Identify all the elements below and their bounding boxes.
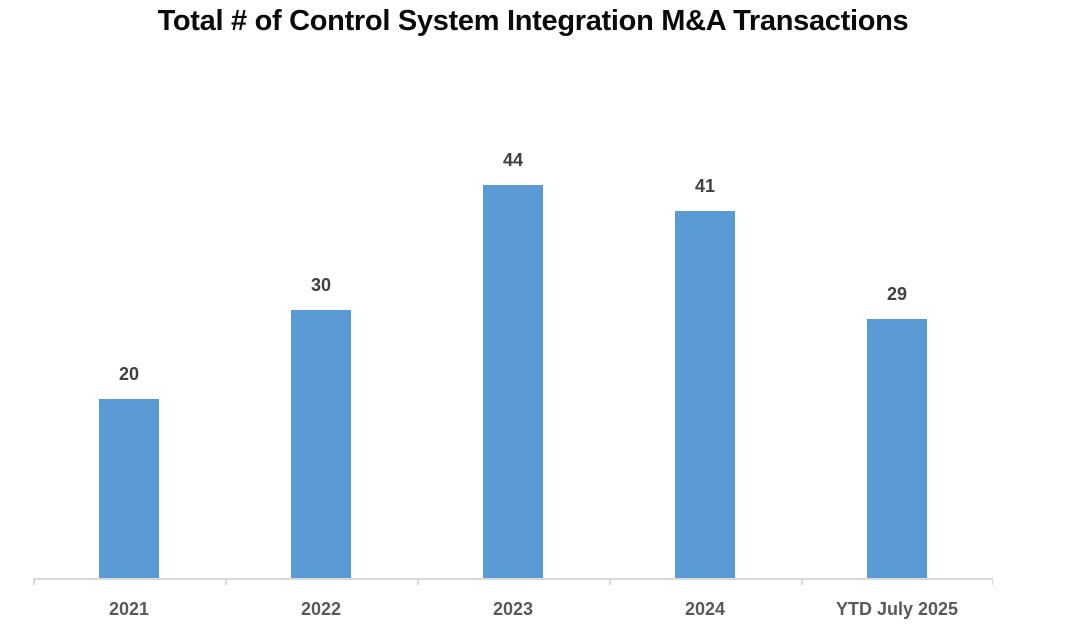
data-label: 29 bbox=[886, 283, 908, 304]
x-axis-category-label: 2024 bbox=[684, 599, 726, 619]
bar-2022 bbox=[291, 309, 351, 578]
data-label: 41 bbox=[694, 176, 716, 197]
x-axis-tick bbox=[801, 578, 803, 585]
x-axis-tick bbox=[225, 578, 227, 585]
x-axis-category-label: YTD July 2025 bbox=[835, 599, 959, 619]
x-axis-tick bbox=[33, 578, 35, 585]
data-label: 20 bbox=[118, 364, 140, 385]
x-axis-line bbox=[33, 578, 993, 580]
plot-area: 20 2021 30 2022 44 2023 41 2024 29 YTD July 2025 bbox=[33, 131, 993, 618]
bar-ytd-july-2025 bbox=[867, 318, 927, 578]
bar-2021 bbox=[99, 399, 159, 578]
bar-2023 bbox=[483, 184, 543, 578]
data-label: 44 bbox=[502, 149, 524, 170]
x-axis-tick bbox=[609, 578, 611, 585]
chart-title: Total # of Control System Integration M&… bbox=[157, 5, 909, 37]
x-axis-category-label: 2022 bbox=[300, 599, 342, 619]
x-axis-category-label: 2021 bbox=[108, 599, 150, 619]
data-label: 30 bbox=[310, 274, 332, 295]
x-axis-category-label: 2023 bbox=[492, 599, 534, 619]
bar-2024 bbox=[675, 211, 735, 578]
x-axis-tick bbox=[991, 578, 993, 585]
x-axis-tick bbox=[417, 578, 419, 585]
